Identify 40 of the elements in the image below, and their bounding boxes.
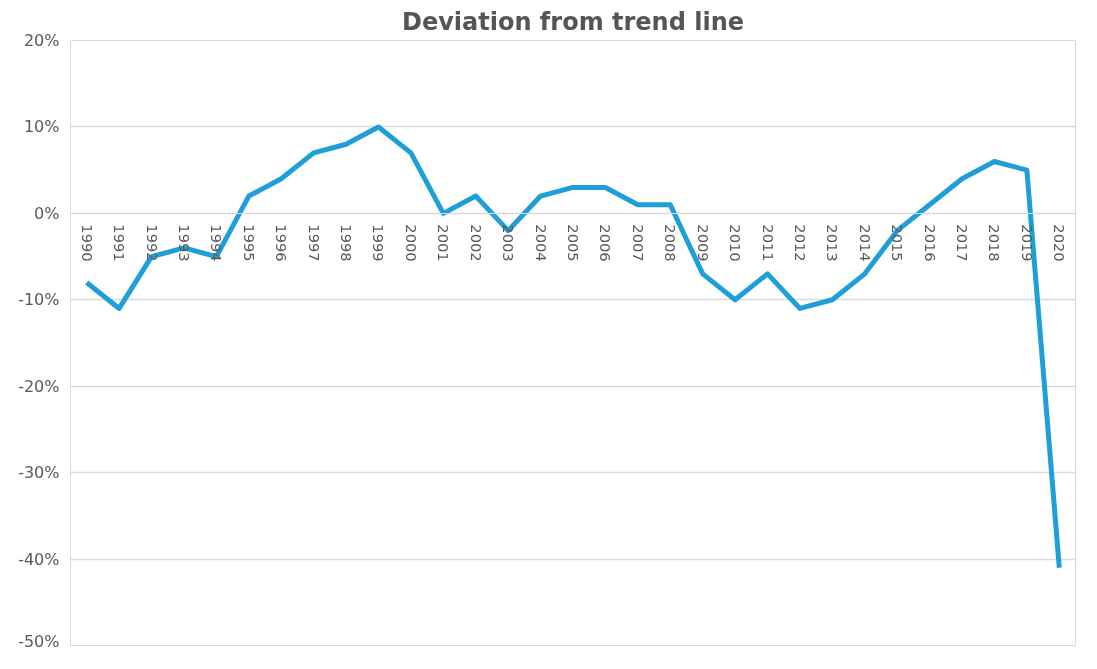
x-tick-label: 2013 <box>824 224 842 262</box>
x-tick-label: 2006 <box>597 224 615 262</box>
x-tick-label: 1992 <box>143 224 161 262</box>
x-tick-label: 2019 <box>1018 224 1036 262</box>
x-tick-label: 1990 <box>78 224 96 262</box>
x-tick-label: 1997 <box>305 224 323 262</box>
x-tick-label: 2015 <box>889 224 907 262</box>
x-tick-label: 2000 <box>402 224 420 262</box>
x-tick-label: 2017 <box>954 224 972 262</box>
x-tick-label: 2010 <box>727 224 745 262</box>
y-tick-label: -30% <box>18 463 60 483</box>
x-tick-label: 1991 <box>111 224 129 262</box>
x-tick-label: 2018 <box>986 224 1004 262</box>
x-tick-label: 2012 <box>791 224 809 262</box>
x-tick-label: 2014 <box>856 224 874 262</box>
x-tick-label: 2002 <box>467 224 485 262</box>
x-tick-label: 1998 <box>338 224 356 262</box>
x-tick-label: 2001 <box>435 224 453 262</box>
x-tick-label: 2020 <box>1051 224 1069 262</box>
y-tick-label: -40% <box>18 549 60 569</box>
x-tick-label: 2007 <box>629 224 647 262</box>
y-tick-label: 10% <box>23 117 60 137</box>
y-tick-label: -10% <box>18 290 60 310</box>
x-tick-label: 1995 <box>240 224 258 262</box>
x-tick-label: 2005 <box>565 224 582 262</box>
x-tick-label: 1993 <box>175 224 193 262</box>
x-tick-label: 2011 <box>759 224 777 262</box>
y-tick-label: -50% <box>18 631 60 651</box>
x-tick-label: 1994 <box>208 224 226 262</box>
x-tick-label: 2003 <box>500 224 518 262</box>
x-tick-label: 2016 <box>921 224 939 262</box>
x-tick-label: 2008 <box>662 224 680 262</box>
x-tick-label: 1999 <box>370 224 388 262</box>
x-tick-label: 1996 <box>273 224 291 262</box>
y-tick-label: 20% <box>23 31 60 50</box>
chart-title: Deviation from trend line <box>401 7 745 36</box>
y-tick-label: 0% <box>34 203 60 223</box>
y-tick-label: -20% <box>18 376 60 396</box>
x-tick-label: 2004 <box>532 224 550 262</box>
x-tick-label: 2009 <box>694 224 712 262</box>
